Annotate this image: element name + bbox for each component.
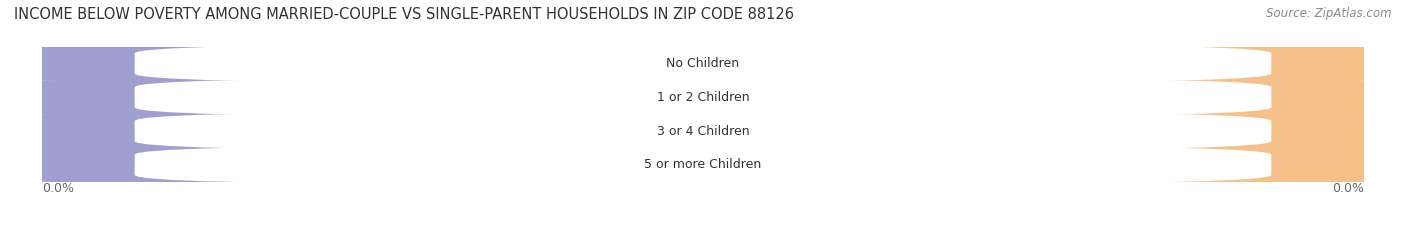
FancyBboxPatch shape xyxy=(571,112,1406,150)
FancyBboxPatch shape xyxy=(0,44,835,83)
FancyBboxPatch shape xyxy=(135,146,1271,184)
FancyBboxPatch shape xyxy=(0,146,835,184)
Text: 0.0%: 0.0% xyxy=(377,92,408,102)
Text: 0.0%: 0.0% xyxy=(998,160,1029,170)
FancyBboxPatch shape xyxy=(42,116,1364,146)
Text: 0.0%: 0.0% xyxy=(998,126,1029,136)
FancyBboxPatch shape xyxy=(42,82,1364,112)
Text: 1 or 2 Children: 1 or 2 Children xyxy=(657,91,749,104)
Text: No Children: No Children xyxy=(666,57,740,70)
Text: 0.0%: 0.0% xyxy=(377,58,408,69)
Text: 0.0%: 0.0% xyxy=(998,58,1029,69)
FancyBboxPatch shape xyxy=(571,146,1406,184)
FancyBboxPatch shape xyxy=(571,78,1406,116)
FancyBboxPatch shape xyxy=(135,112,1271,150)
Text: 0.0%: 0.0% xyxy=(377,126,408,136)
Text: 0.0%: 0.0% xyxy=(998,92,1029,102)
FancyBboxPatch shape xyxy=(42,150,1364,180)
Text: Source: ZipAtlas.com: Source: ZipAtlas.com xyxy=(1267,7,1392,20)
FancyBboxPatch shape xyxy=(0,112,835,150)
Text: 0.0%: 0.0% xyxy=(377,160,408,170)
FancyBboxPatch shape xyxy=(135,78,1271,116)
FancyBboxPatch shape xyxy=(135,44,1271,83)
FancyBboxPatch shape xyxy=(42,49,1364,78)
FancyBboxPatch shape xyxy=(571,44,1406,83)
Text: 0.0%: 0.0% xyxy=(1331,182,1364,195)
Text: 3 or 4 Children: 3 or 4 Children xyxy=(657,125,749,137)
Text: 0.0%: 0.0% xyxy=(42,182,75,195)
Text: 5 or more Children: 5 or more Children xyxy=(644,158,762,171)
Text: INCOME BELOW POVERTY AMONG MARRIED-COUPLE VS SINGLE-PARENT HOUSEHOLDS IN ZIP COD: INCOME BELOW POVERTY AMONG MARRIED-COUPL… xyxy=(14,7,794,22)
FancyBboxPatch shape xyxy=(0,78,835,116)
